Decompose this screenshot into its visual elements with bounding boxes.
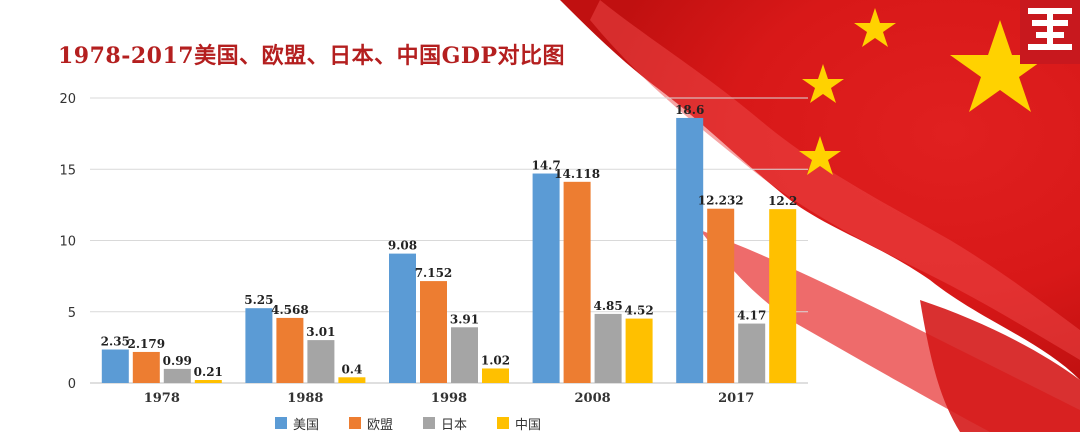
x-tick-label: 1998 — [431, 391, 467, 406]
bar — [563, 181, 591, 383]
bar — [194, 380, 222, 383]
bar — [338, 377, 366, 383]
legend-item: 美国 — [275, 414, 320, 433]
legend-label: 日本 — [441, 417, 468, 433]
star-icon — [799, 136, 841, 175]
x-tick-label: 2008 — [575, 391, 611, 406]
star-icon — [854, 8, 896, 47]
data-label: 12.2 — [768, 194, 797, 208]
legend-item: 日本 — [423, 414, 468, 433]
bar — [163, 368, 191, 383]
data-label: 9.08 — [388, 239, 417, 253]
data-label: 12.232 — [698, 194, 744, 208]
legend-item: 欧盟 — [349, 414, 394, 433]
bar — [482, 368, 509, 383]
data-label: 14.7 — [531, 159, 560, 173]
data-label: 18.6 — [675, 103, 704, 117]
data-label: 4.17 — [737, 309, 766, 323]
legend-swatch — [349, 417, 362, 429]
bar — [676, 117, 704, 383]
data-label: 4.85 — [593, 299, 622, 313]
y-tick-label: 15 — [59, 163, 76, 178]
bar — [132, 351, 160, 383]
x-tick-label: 1988 — [287, 391, 323, 406]
legend-item: 中国 — [497, 414, 542, 433]
data-label: 3.91 — [450, 312, 479, 326]
data-label: 0.99 — [163, 354, 192, 368]
y-tick-label: 20 — [59, 92, 76, 107]
star-icon — [802, 64, 844, 103]
bar — [451, 327, 478, 383]
legend: 美国 欧盟 日本 中国 — [275, 414, 542, 433]
legend-swatch — [275, 417, 287, 429]
bar — [594, 313, 622, 383]
x-tick-label: 2017 — [718, 391, 754, 406]
data-label: 14.118 — [554, 167, 600, 181]
bar — [389, 253, 416, 383]
x-tick-label: 1978 — [144, 391, 180, 406]
data-label: 0.4 — [341, 362, 362, 376]
data-label: 1.02 — [481, 353, 510, 367]
data-label: 4.568 — [271, 303, 309, 317]
data-label: 2.35 — [101, 335, 130, 349]
bar — [276, 317, 304, 383]
legend-label: 中国 — [515, 417, 542, 433]
legend-swatch — [497, 417, 510, 429]
y-tick-label: 0 — [68, 377, 76, 392]
y-tick-label: 5 — [68, 306, 76, 321]
y-tick-label: 10 — [59, 235, 76, 250]
bar — [532, 173, 560, 383]
data-label: 2.179 — [128, 337, 166, 351]
data-label: 7.152 — [415, 266, 453, 280]
data-label: 4.52 — [624, 304, 653, 318]
legend-swatch — [423, 417, 436, 429]
chart-title: 1978-2017美国、欧盟、日本、中国GDP对比图 — [58, 43, 566, 69]
emblem-icon — [1028, 8, 1072, 50]
bar — [245, 308, 273, 383]
bar — [625, 318, 653, 383]
data-label: 0.21 — [194, 365, 223, 379]
bar — [307, 340, 335, 383]
bar — [769, 209, 797, 383]
bar — [738, 323, 766, 383]
legend-label: 欧盟 — [367, 417, 394, 433]
logo — [1020, 0, 1080, 64]
bar — [420, 281, 447, 383]
bar — [707, 208, 735, 383]
data-label: 3.01 — [306, 325, 335, 339]
legend-label: 美国 — [293, 417, 320, 433]
star-icon — [950, 20, 1050, 112]
data-label: 5.25 — [244, 293, 273, 307]
bar — [101, 349, 129, 383]
